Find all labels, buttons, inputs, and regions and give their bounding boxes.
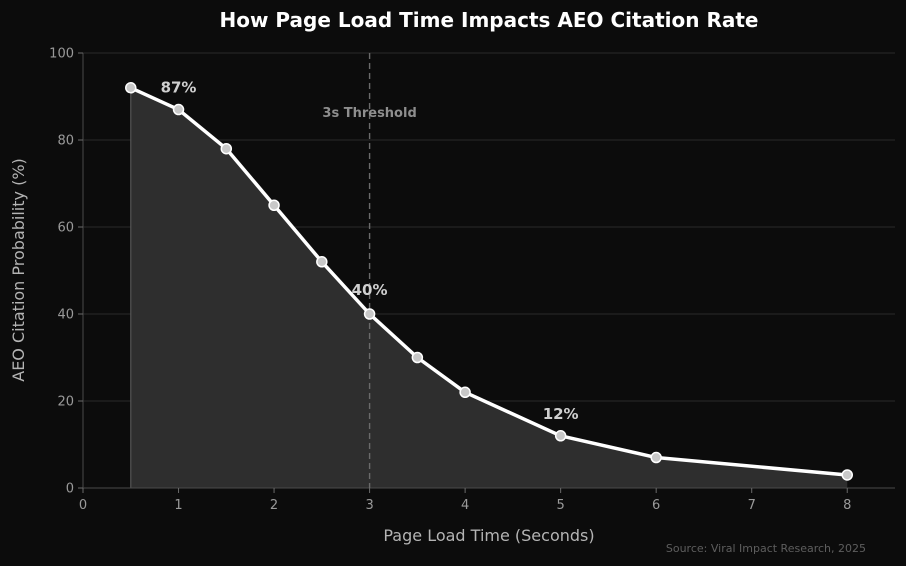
chart-title: How Page Load Time Impacts AEO Citation … (220, 8, 759, 32)
data-point (841, 469, 853, 481)
data-label: 87% (161, 79, 197, 97)
data-point (172, 103, 185, 116)
series-area-fill (130, 87, 848, 489)
x-tick-label: 5 (557, 498, 565, 513)
y-tick-label: 20 (57, 395, 74, 410)
data-point (220, 142, 233, 155)
source-note: Source: Viral Impact Research, 2025 (666, 542, 866, 555)
area-fill-layer (130, 87, 848, 489)
data-label: 40% (352, 281, 388, 299)
y-axis-label: AEO Citation Probability (%) (9, 158, 28, 382)
data-point (268, 199, 280, 211)
x-tick-label: 6 (652, 498, 660, 513)
x-tick-label: 2 (270, 498, 278, 513)
y-tick-label: 100 (49, 47, 74, 62)
x-tick-label: 1 (174, 498, 182, 513)
threshold-label: 3s Threshold (322, 106, 416, 121)
data-points (125, 82, 853, 481)
data-point (363, 308, 376, 320)
axes: 0 20 40 60 80 100 0 1 2 3 4 5 6 7 8 (49, 47, 895, 513)
threshold-layer: 3s Threshold (322, 53, 417, 488)
annotations: 87% 40% 12% (161, 79, 579, 423)
x-tick-label: 0 (79, 498, 87, 513)
data-point (650, 451, 662, 464)
y-tick-label: 40 (57, 308, 74, 323)
x-tick-label: 8 (843, 498, 851, 513)
data-point (316, 256, 328, 268)
x-tick-label: 7 (748, 498, 756, 513)
data-point (411, 351, 424, 364)
x-tick-label: 4 (461, 498, 469, 513)
y-tick-label: 0 (66, 482, 74, 497)
x-axis-label: Page Load Time (Seconds) (383, 526, 594, 545)
data-point (554, 430, 567, 442)
data-point (459, 386, 471, 399)
y-tick-label: 60 (57, 221, 74, 236)
y-tick-label: 80 (57, 134, 74, 149)
data-label: 12% (543, 405, 579, 423)
x-tick-label: 3 (365, 498, 373, 513)
data-point (125, 82, 137, 94)
